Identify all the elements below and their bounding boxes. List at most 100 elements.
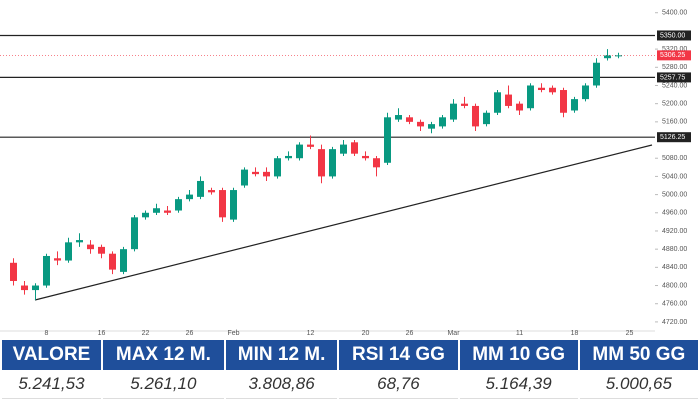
candle-body xyxy=(43,255,50,286)
candle-body xyxy=(142,212,149,218)
y-tick-label: 4720.00 xyxy=(662,319,687,326)
candle-body xyxy=(483,112,490,125)
candle xyxy=(175,196,182,213)
candle xyxy=(252,167,259,177)
candle-body xyxy=(263,171,270,177)
candle-body xyxy=(76,240,83,243)
candle-body xyxy=(307,144,314,147)
candle-body xyxy=(538,87,545,91)
candle xyxy=(494,90,501,116)
value-cell: 5.164,39 xyxy=(459,370,578,399)
candle xyxy=(230,187,237,222)
candle-body xyxy=(362,155,369,159)
candle xyxy=(98,244,105,259)
candle xyxy=(461,96,468,109)
candle-body xyxy=(21,285,28,291)
candle-body xyxy=(428,124,435,129)
candle xyxy=(362,151,369,161)
candle-body xyxy=(208,190,215,193)
candle xyxy=(395,108,402,122)
candle xyxy=(417,119,424,131)
candle xyxy=(549,85,556,95)
y-tick-label: 5240.00 xyxy=(662,82,687,89)
candle-body xyxy=(54,258,61,261)
candle xyxy=(340,140,347,156)
candle xyxy=(384,112,391,166)
candle xyxy=(428,121,435,134)
y-tick-label: 4800.00 xyxy=(662,282,687,289)
candle-body xyxy=(351,142,358,154)
x-tick-label: 16 xyxy=(98,330,106,337)
y-tick-label: 5280.00 xyxy=(662,64,687,71)
y-tick-label: 5000.00 xyxy=(662,191,687,198)
y-tick-label: 4960.00 xyxy=(662,210,687,217)
candle-body xyxy=(527,85,534,109)
x-tick-label: 22 xyxy=(142,330,150,337)
candle xyxy=(373,155,380,177)
candle xyxy=(131,215,138,252)
candle-body xyxy=(98,246,105,254)
candle-body xyxy=(406,117,413,122)
y-tick-label: 5320.00 xyxy=(662,46,687,53)
candle-body xyxy=(197,180,204,197)
candle xyxy=(296,142,303,161)
y-tick-label: 4880.00 xyxy=(662,246,687,253)
candle xyxy=(120,246,127,275)
candle-body xyxy=(274,158,281,177)
candle-body xyxy=(340,144,347,154)
candle xyxy=(472,103,479,131)
candle-body xyxy=(120,249,127,272)
candle xyxy=(274,155,281,179)
candle-body xyxy=(450,103,457,120)
candle-body xyxy=(329,149,336,177)
candle xyxy=(109,251,116,275)
x-tick-label: 12 xyxy=(307,330,315,337)
candle-body xyxy=(230,190,237,220)
candle xyxy=(615,52,622,59)
level-tag xyxy=(657,30,691,41)
level-label: 5257.75 xyxy=(660,74,685,81)
summary-table: VALORE MAX 12 M. MIN 12 M. RSI 14 GG MM 10 G… xyxy=(0,340,700,399)
table-body: 5.241,53 5.261,10 3.808,86 68,76 5.164,39 5.0… xyxy=(2,370,698,399)
candle xyxy=(10,258,17,286)
price-label: 5306.25 xyxy=(660,52,685,59)
candle-body xyxy=(439,117,446,127)
header-cell: MAX 12 M. xyxy=(102,340,224,370)
candle-body xyxy=(10,262,17,281)
candle-body xyxy=(505,94,512,106)
candle xyxy=(406,115,413,125)
y-tick-label: 5200.00 xyxy=(662,101,687,108)
candle-body xyxy=(582,85,589,100)
header-row: VALORE MAX 12 M. MIN 12 M. RSI 14 GG MM 10 G… xyxy=(2,340,698,370)
candle xyxy=(285,151,292,161)
x-tick-label: 20 xyxy=(362,330,370,337)
y-tick-label: 5160.00 xyxy=(662,119,687,126)
x-tick-label: 26 xyxy=(186,330,194,337)
table-row: 5.241,53 5.261,10 3.808,86 68,76 5.164,39 5.0… xyxy=(2,370,698,399)
candle-body xyxy=(186,194,193,200)
price-tag xyxy=(657,50,691,61)
candle xyxy=(351,140,358,156)
value-cell: 3.808,86 xyxy=(225,370,338,399)
candle xyxy=(318,144,325,184)
candle xyxy=(593,58,600,88)
candle xyxy=(505,85,512,109)
candle-body xyxy=(593,62,600,86)
value-cell: 5.241,53 xyxy=(2,370,101,399)
candle xyxy=(197,176,204,200)
candle xyxy=(241,167,248,188)
candle xyxy=(87,240,94,254)
candle xyxy=(604,49,611,61)
candle xyxy=(142,210,149,220)
y-tick-label: 4920.00 xyxy=(662,228,687,235)
candle-body xyxy=(615,55,622,57)
candle xyxy=(538,83,545,93)
candle xyxy=(560,87,567,118)
x-tick-label: 8 xyxy=(45,330,49,337)
candle xyxy=(263,167,270,181)
candle-body xyxy=(285,155,292,159)
candle-body xyxy=(461,103,468,106)
level-label: 5350.00 xyxy=(660,32,685,39)
level-tag xyxy=(657,72,691,83)
